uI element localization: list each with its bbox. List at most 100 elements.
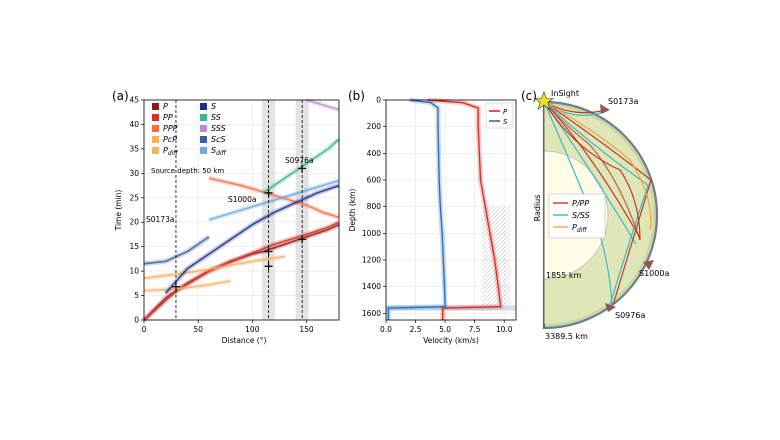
- y-tick-label-b-0: 0: [376, 96, 381, 105]
- x-tick-label-b-2: 5.0: [439, 325, 451, 334]
- plot-a-frame: [143, 99, 340, 321]
- series-pdiff: [143, 280, 231, 292]
- legend-swatch-7: [200, 125, 207, 132]
- pick-s1000a-2: [264, 188, 273, 197]
- y-tick-label-a-8: 40: [129, 120, 139, 129]
- legend-c: [548, 193, 606, 239]
- event-marker-s0976a: [605, 303, 616, 312]
- event-marker-s1000a: [643, 260, 654, 270]
- y-tick-label-a-1: 5: [134, 291, 139, 300]
- event-label-s0976a: S0976a: [615, 311, 645, 320]
- y-tick-label-b-1: 200: [367, 122, 382, 131]
- series-ppp: [208, 177, 340, 219]
- ray-pp-0976: [543, 101, 652, 306]
- ray-pp-1000: [543, 101, 641, 241]
- surface-radius-label: 3389.5 km: [545, 332, 588, 341]
- plot-b-frame: [385, 99, 517, 321]
- legend-label-3: PcP: [163, 135, 177, 144]
- y-tick-label-b-6: 1200: [362, 256, 381, 265]
- legend-swatch-2: [152, 125, 159, 132]
- y-axis-label-b: Depth (km): [348, 189, 357, 232]
- legend-label-5: S: [211, 102, 216, 111]
- panel-b-label: (b): [348, 89, 365, 103]
- y-tick-label-a-9: 45: [129, 96, 139, 105]
- x-tick-label-b-3: 7.5: [469, 325, 481, 334]
- legend-label-1: PP: [163, 113, 173, 122]
- legend-label-0: P: [163, 102, 168, 111]
- legend-label-4: Pdiff: [163, 146, 178, 157]
- legend-c-sss: S/SS: [572, 211, 590, 220]
- y-tick-label-b-2: 400: [367, 149, 382, 158]
- travel-time-chart: S0173a S1000a S0976a 0 50 100 150 0 5 10 15 20 25 30…: [114, 96, 341, 345]
- pick-s0976a-0: [298, 235, 307, 244]
- velocity-series-s: [387, 99, 446, 320]
- station-label: InSight: [551, 89, 579, 98]
- series-pcp: [143, 255, 285, 280]
- legend-b-label-1: S: [503, 118, 508, 126]
- legend-swatch-9: [200, 147, 207, 154]
- legend-swatch-6: [200, 114, 207, 121]
- x-tick-label-b-0: 0.0: [380, 325, 392, 334]
- event-label-a-s0976a: S0976a: [285, 156, 313, 165]
- series-ss: [262, 138, 340, 194]
- legend-c-ppp: P/PP: [572, 199, 589, 208]
- velocity-series-p: [427, 99, 502, 320]
- source-depth-note: Source depth: 50 km: [151, 167, 224, 175]
- ray-path-diagram: InSight S0173a S1000a S0976a Radius 1855…: [533, 89, 669, 341]
- pick-s1000a-0: [264, 262, 273, 271]
- series-pp: [143, 221, 340, 321]
- core-radius-label: 1855 km: [546, 271, 582, 280]
- y-tick-label-a-0: 0: [134, 316, 139, 325]
- ray-ss-0976: [543, 101, 649, 306]
- radius-label: Radius: [533, 195, 542, 222]
- y-tick-label-b-4: 800: [367, 202, 382, 211]
- x-tick-label-a-1: 50: [193, 325, 203, 334]
- x-tick-label-b-4: 10.0: [496, 325, 513, 334]
- velocity-profile-chart: 0.0 2.5 5.0 7.5 10.0 0 200 400 600 800 1000 1200 140…: [348, 96, 517, 345]
- pick-s0173a-0: [171, 282, 180, 291]
- legend-label-8: ScS: [211, 135, 226, 144]
- legend-swatch-1: [152, 114, 159, 121]
- legend-label-6: SS: [211, 113, 221, 122]
- y-tick-label-b-5: 1000: [362, 229, 381, 238]
- pick-s0976a-1: [298, 164, 307, 173]
- y-tick-label-b-3: 600: [367, 176, 382, 185]
- ray-paths: [543, 101, 652, 306]
- event-label-s1000a: S1000a: [639, 269, 669, 278]
- legend-swatch-3: [152, 136, 159, 143]
- legend-label-7: SSS: [211, 124, 226, 133]
- ray-pdiff: [543, 101, 652, 231]
- legend-swatch-8: [200, 136, 207, 143]
- panel-c-label: (c): [521, 89, 537, 103]
- legend-label-2: PPP: [163, 124, 178, 133]
- x-tick-label-b-1: 2.5: [410, 325, 422, 334]
- y-tick-label-b-8: 1600: [362, 309, 381, 318]
- series-scs: [143, 236, 210, 265]
- series-sss: [306, 99, 340, 111]
- x-axis-label: Distance (°): [222, 336, 267, 345]
- panel-a-label: (a): [112, 89, 129, 103]
- y-tick-label-a-6: 30: [129, 169, 139, 178]
- series-s: [165, 184, 340, 294]
- legend-swatch-0: [152, 103, 159, 110]
- y-tick-label-a-7: 35: [129, 144, 139, 153]
- y-axis-label: Time (min): [114, 190, 123, 232]
- legend-swatch-4: [152, 147, 159, 154]
- legend-swatch-5: [200, 103, 207, 110]
- y-tick-label-a-4: 20: [129, 218, 139, 227]
- y-tick-label-a-5: 25: [129, 193, 139, 202]
- x-axis-label-b: Velocity (km/s): [423, 336, 479, 345]
- event-marker-s0173a: [600, 104, 610, 114]
- x-tick-label-a-0: 0: [142, 325, 147, 334]
- y-tick-label-b-7: 1400: [362, 282, 381, 291]
- event-label-s0173a: S0173a: [608, 97, 638, 106]
- event-label-a-s1000a: S1000a: [228, 195, 256, 204]
- station-star-icon: [534, 91, 554, 110]
- x-tick-label-a-3: 150: [299, 325, 314, 334]
- legend-c-pdiff: Pdiff: [572, 223, 587, 234]
- y-tick-label-a-3: 15: [129, 242, 139, 251]
- x-tick-label-a-2: 100: [245, 325, 260, 334]
- legend-b-label-0: P: [503, 108, 508, 116]
